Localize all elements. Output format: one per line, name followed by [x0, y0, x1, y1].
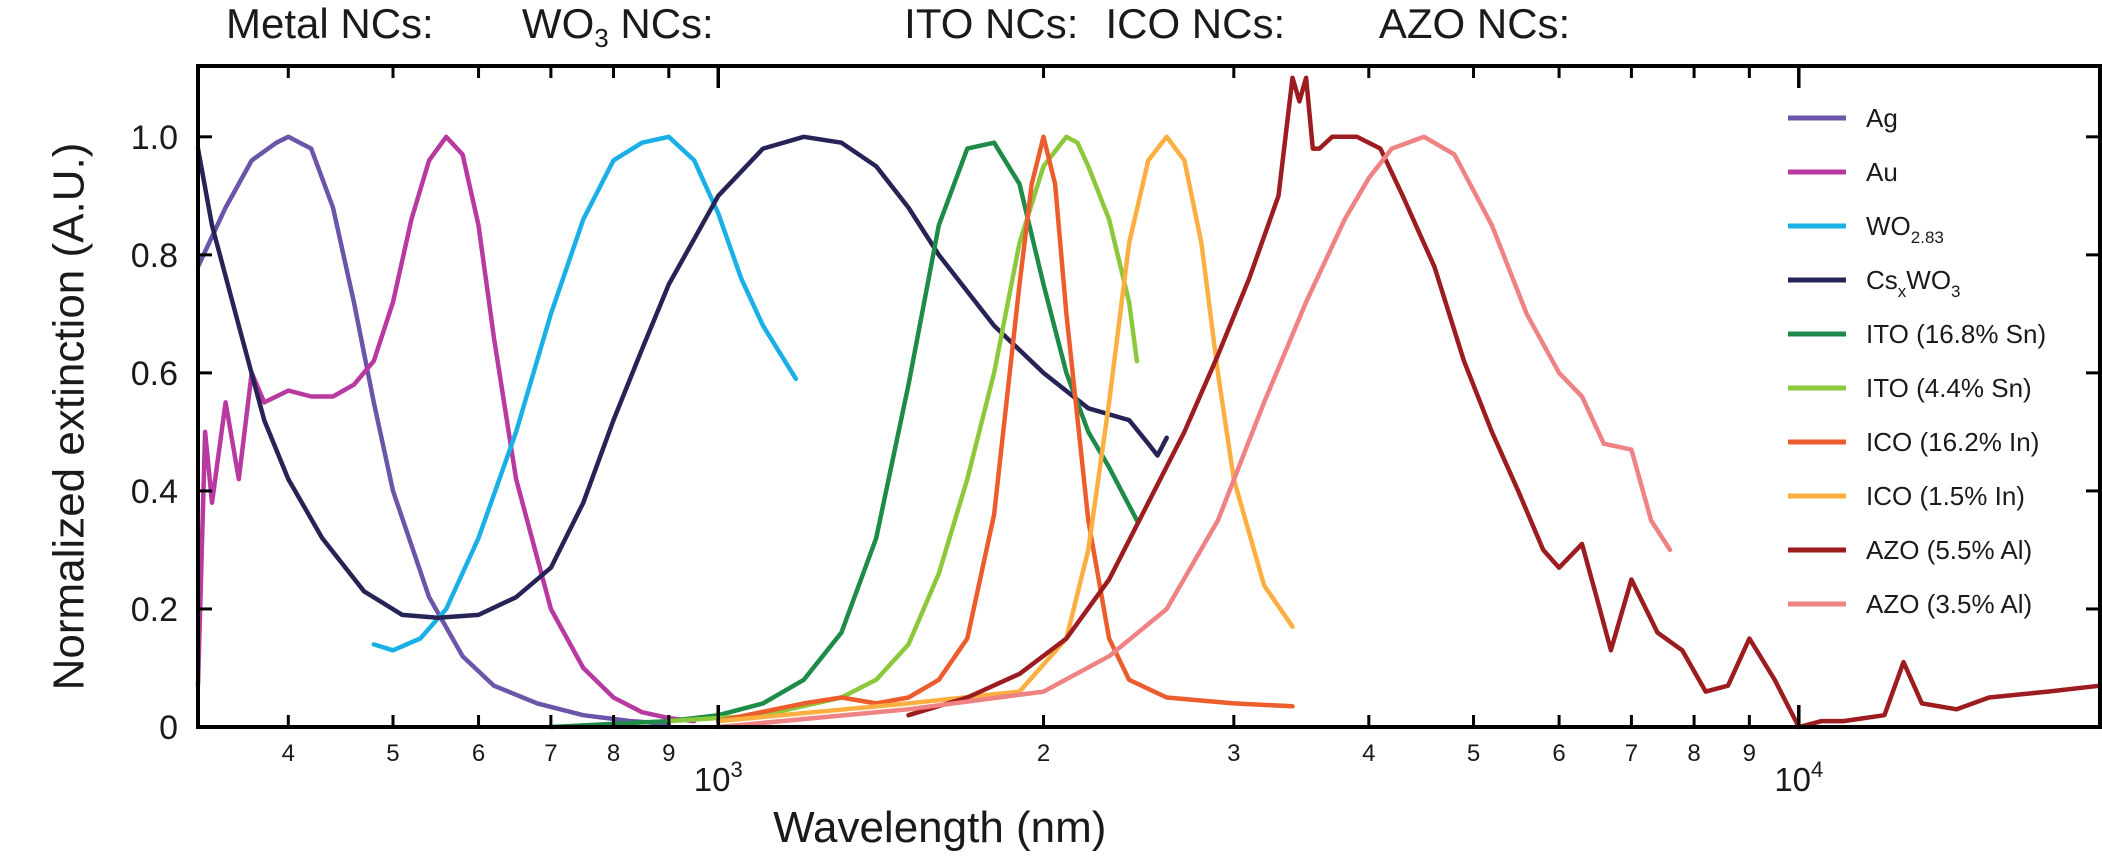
x-tick-label: 2 — [1037, 740, 1050, 767]
x-tick-label: 4 — [282, 740, 295, 767]
series-line-wo-2-83 — [371, 134, 799, 653]
x-tick-label: 5 — [1467, 740, 1480, 767]
y-axis: 0 0.2 0.4 0.6 0.8 1.0 — [131, 119, 2100, 747]
series-line-ag — [195, 134, 672, 727]
legend-label-ag: Ag — [1866, 103, 1898, 133]
x-tick-label: 5 — [386, 740, 399, 767]
group-label-ico-ncs: ICO NCs: — [1105, 0, 1285, 47]
x-tick-label: 3 — [1227, 740, 1240, 767]
legend-label-ico-1-5-in: ICO (1.5% In) — [1866, 481, 2025, 511]
x-major-tick-label: 103 — [694, 757, 743, 798]
x-axis: 4 5 6 7 8 9 2 3 4 5 6 7 8 9 103 104 — [282, 66, 1823, 798]
series-line-azo-3-5-al — [716, 134, 1673, 730]
y-tick-label: 0.2 — [131, 591, 178, 629]
plot-frame — [196, 64, 2102, 729]
y-tick-label: 0 — [159, 709, 178, 747]
y-tick-label: 0.4 — [131, 473, 178, 511]
series-line-ico-1-5-in — [716, 134, 1295, 724]
x-tick-label: 9 — [662, 740, 675, 767]
spectrum-curves — [195, 75, 2102, 730]
group-label-wo-ncs: WO3 NCs: — [522, 0, 714, 53]
x-tick-label: 8 — [607, 740, 620, 767]
series-line-cs-x-wo-3 — [195, 134, 1169, 621]
legend-label-ito-4-4-sn: ITO (4.4% Sn) — [1866, 373, 2032, 403]
legend-label-ico-16-2-in: ICO (16.2% In) — [1866, 427, 2039, 457]
legend-label-cs-x-wo-3: CsxWO3 — [1866, 265, 1961, 301]
y-axis-label: Normalized extinction (A.U.) — [45, 143, 94, 691]
nanocrystal-group-labels: Metal NCs: WO3 NCs: ITO NCs: ICO NCs: AZO NC… — [226, 0, 1570, 53]
series-line-azo-5-5-al — [906, 75, 2102, 730]
x-axis-label: Wavelength (nm) — [773, 803, 1106, 852]
legend: Ag Au WO2.83 CsxWO3 ITO (16.8% Sn) ITO (4.4% … — [1788, 103, 2046, 619]
y-tick-label: 0.8 — [131, 237, 178, 275]
group-label-metal-ncs: Metal NCs: — [226, 0, 434, 47]
x-tick-label: 9 — [1743, 740, 1756, 767]
legend-label-au: Au — [1866, 157, 1898, 187]
x-tick-label: 7 — [544, 740, 557, 767]
series-line-ito-16-8-sn — [548, 140, 1140, 730]
x-tick-label: 8 — [1687, 740, 1700, 767]
series-line-au — [195, 134, 697, 724]
series-line-ico-16-2-in — [716, 134, 1295, 724]
x-tick-label: 7 — [1625, 740, 1638, 767]
legend-label-ito-16-8-sn: ITO (16.8% Sn) — [1866, 319, 2046, 349]
legend-label-wo-2-83: WO2.83 — [1866, 211, 1944, 247]
group-label-ito-ncs: ITO NCs: — [904, 0, 1078, 47]
y-tick-label: 0.6 — [131, 355, 178, 393]
legend-label-azo-3-5-al: AZO (3.5% Al) — [1866, 589, 2032, 619]
y-tick-label: 1.0 — [131, 119, 178, 157]
series-line-ito-4-4-sn — [666, 134, 1140, 724]
x-tick-label: 6 — [472, 740, 485, 767]
legend-label-azo-5-5-al: AZO (5.5% Al) — [1866, 535, 2032, 565]
x-major-tick-label: 104 — [1774, 757, 1823, 798]
group-label-azo-ncs: AZO NCs: — [1379, 0, 1570, 47]
x-tick-label: 4 — [1362, 740, 1375, 767]
x-tick-label: 6 — [1552, 740, 1565, 767]
